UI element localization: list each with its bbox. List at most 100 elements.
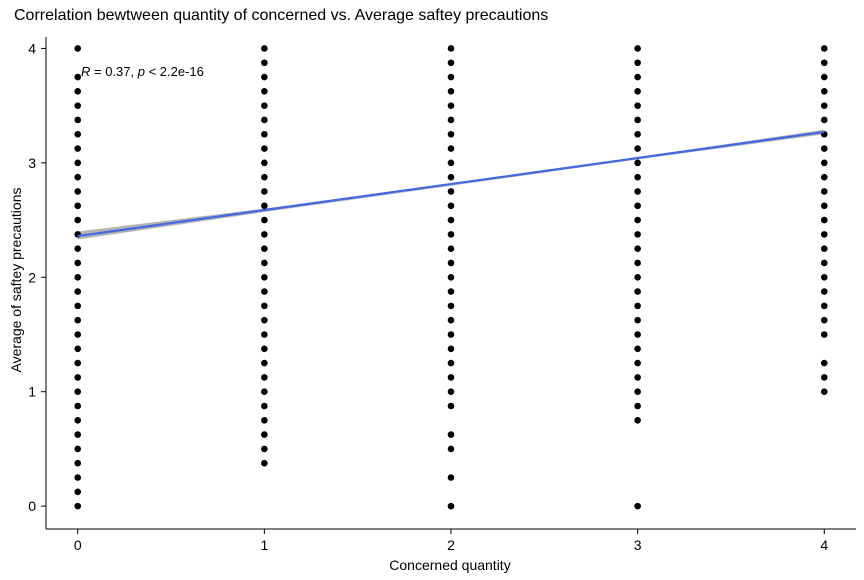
data-point: [261, 273, 268, 281]
data-point: [261, 73, 268, 81]
data-point: [261, 359, 268, 367]
data-point: [447, 130, 455, 138]
data-point: [261, 245, 268, 252]
data-point: [261, 216, 268, 224]
data-point: [74, 431, 82, 438]
data-point: [634, 316, 641, 324]
y-axis-ticks: 0 1 2 3 4: [28, 40, 46, 514]
data-point: [820, 88, 828, 95]
data-point: [261, 145, 268, 152]
data-point: [820, 188, 828, 195]
data-point: [74, 88, 82, 95]
data-point: [634, 159, 641, 167]
regression-line: [77, 130, 825, 238]
data-point: [74, 202, 82, 210]
data-point: [447, 273, 455, 281]
data-point: [261, 88, 268, 95]
data-point: [74, 445, 82, 453]
data-point: [74, 273, 82, 281]
data-point: [634, 302, 641, 310]
data-point: [634, 102, 641, 109]
x-tick-label: 1: [260, 537, 268, 553]
data-point: [74, 73, 82, 81]
x-axis-ticks: 0 1 2 3 4: [74, 529, 828, 553]
data-point: [634, 345, 641, 353]
data-point: [634, 388, 641, 395]
data-point: [447, 316, 455, 324]
data-point: [447, 388, 455, 395]
data-point: [447, 88, 455, 95]
data-point: [261, 459, 268, 467]
data-point: [634, 359, 641, 367]
x-tick-label: 0: [74, 537, 82, 553]
data-point: [74, 417, 82, 424]
data-point: [447, 116, 455, 124]
data-point: [634, 273, 641, 281]
data-point: [447, 45, 455, 52]
y-tick-label: 4: [28, 40, 36, 56]
data-point: [74, 488, 82, 496]
data-point: [447, 345, 455, 353]
data-point: [447, 245, 455, 252]
data-point: [261, 102, 268, 109]
data-point: [820, 273, 828, 281]
data-point: [820, 374, 828, 381]
data-point: [74, 188, 82, 195]
data-point: [447, 331, 455, 338]
data-point: [447, 474, 455, 481]
data-point: [447, 216, 455, 224]
data-point: [634, 88, 641, 95]
data-point: [261, 159, 268, 167]
data-point: [820, 388, 828, 395]
data-point: [820, 202, 828, 210]
data-point: [820, 216, 828, 224]
data-point: [820, 302, 828, 310]
regression-line-layer: [77, 130, 825, 238]
data-point: [74, 259, 82, 267]
data-point: [74, 402, 82, 410]
data-point: [634, 173, 641, 181]
data-point: [820, 73, 828, 81]
data-point: [634, 502, 641, 510]
r-symbol: R: [81, 64, 90, 79]
data-point: [820, 231, 828, 238]
data-point: [261, 302, 268, 310]
data-point: [634, 374, 641, 381]
data-point: [634, 259, 641, 267]
data-point: [261, 445, 268, 453]
data-point: [634, 73, 641, 81]
data-point: [447, 374, 455, 381]
data-point: [447, 59, 455, 67]
data-point: [820, 259, 828, 267]
data-point: [447, 188, 455, 195]
data-point: [820, 145, 828, 152]
data-point: [74, 130, 82, 138]
data-point: [820, 316, 828, 324]
data-point: [447, 402, 455, 410]
r-value-text: = 0.37,: [90, 64, 137, 79]
data-point: [820, 159, 828, 167]
data-point: [261, 59, 268, 67]
data-point: [261, 374, 268, 381]
data-point: [74, 374, 82, 381]
data-point: [261, 431, 268, 438]
data-point: [261, 188, 268, 195]
data-point: [74, 359, 82, 367]
data-point: [74, 159, 82, 167]
data-point: [447, 288, 455, 295]
data-point: [447, 202, 455, 210]
data-point: [634, 331, 641, 338]
data-point: [74, 331, 82, 338]
p-value-text: < 2.2e-16: [145, 64, 204, 79]
y-tick-label: 0: [28, 498, 36, 514]
p-symbol: p: [137, 64, 145, 79]
data-point: [74, 102, 82, 109]
data-point: [634, 59, 641, 67]
data-point: [74, 45, 82, 52]
data-point: [634, 145, 641, 152]
data-point: [74, 316, 82, 324]
y-tick-label: 3: [28, 155, 36, 171]
data-point: [820, 288, 828, 295]
data-point: [261, 173, 268, 181]
data-point: [74, 145, 82, 152]
